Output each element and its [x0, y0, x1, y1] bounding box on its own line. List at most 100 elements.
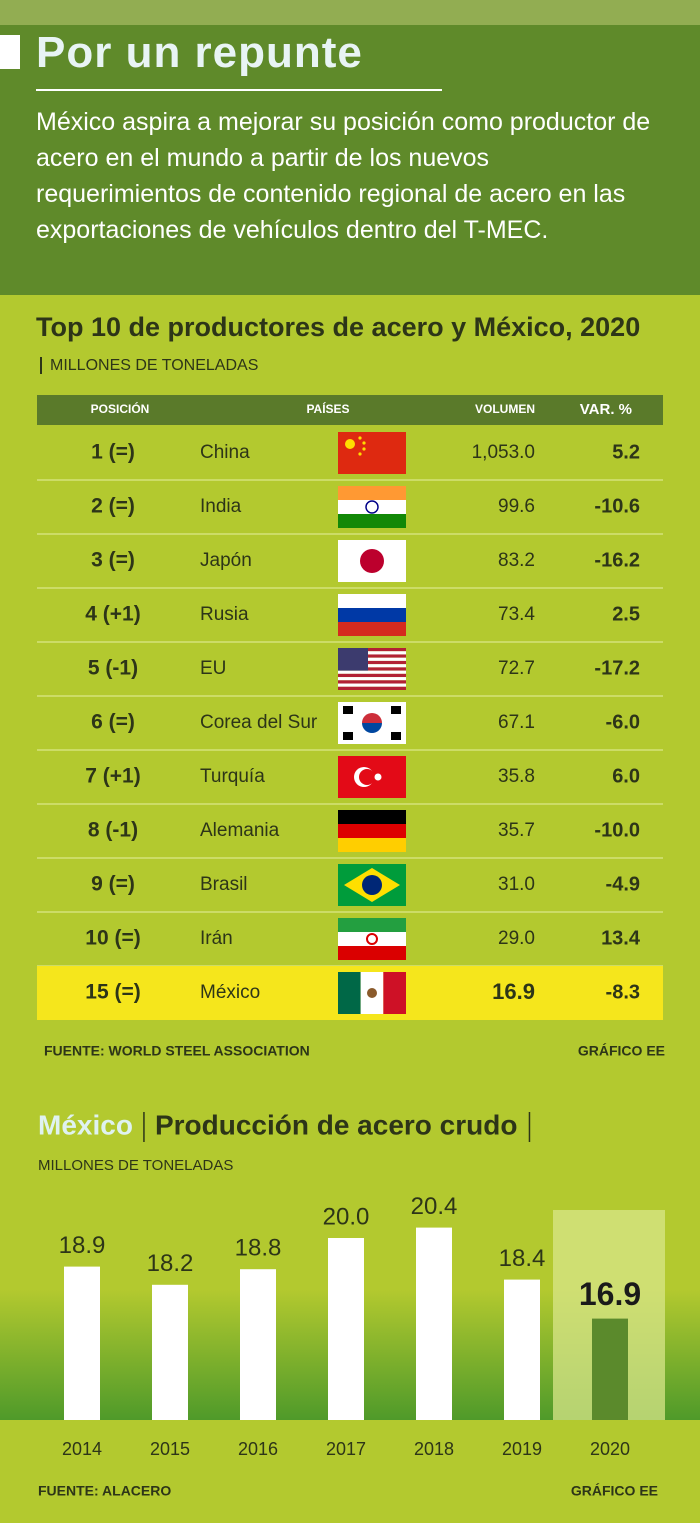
- credit: GRÁFICO EE: [578, 1043, 665, 1059]
- flag-part: [391, 732, 401, 740]
- flag-part: [362, 713, 382, 723]
- value-label: 18.4: [499, 1245, 546, 1272]
- flag-part: [338, 918, 406, 932]
- table-title-block: Top 10 de productores de acero y México,…: [36, 310, 646, 383]
- volume: 29.0: [498, 928, 535, 949]
- chart-location: México: [38, 1109, 133, 1140]
- table-header: [37, 395, 663, 425]
- volume: 31.0: [498, 874, 535, 895]
- variation: 6.0: [612, 765, 640, 787]
- volume: 16.9: [492, 979, 535, 1004]
- volume: 67.1: [498, 712, 535, 733]
- flag-part: [365, 500, 379, 514]
- flag-part: [338, 660, 406, 665]
- volume: 1,053.0: [472, 442, 535, 463]
- flag: [338, 702, 406, 744]
- flag-part: [374, 773, 382, 781]
- value-label: 20.0: [323, 1203, 370, 1230]
- flag-part: [343, 732, 353, 740]
- value-label: 18.8: [235, 1235, 282, 1262]
- flag-part: [338, 514, 406, 528]
- flag-part: [338, 810, 406, 824]
- flag-part: [338, 683, 406, 687]
- bar: [504, 1279, 540, 1420]
- volume: 35.8: [498, 766, 535, 787]
- flag-part: [338, 648, 406, 652]
- value-label: 18.2: [147, 1250, 194, 1277]
- position: 8 (-1): [88, 819, 138, 842]
- variation: -10.0: [594, 819, 640, 841]
- flag-part: [383, 972, 406, 1014]
- x-tick-label: 2015: [150, 1439, 190, 1459]
- flag-part: [362, 875, 382, 895]
- flag-part: [338, 654, 406, 658]
- variation: 13.4: [601, 927, 641, 949]
- value-label: 16.9: [579, 1276, 641, 1312]
- position: 5 (-1): [88, 657, 138, 680]
- x-tick-label: 2019: [502, 1439, 542, 1459]
- country: China: [200, 442, 250, 463]
- column-header: PAÍSES: [306, 401, 349, 416]
- variation: -16.2: [594, 549, 640, 571]
- flag-part: [338, 838, 406, 852]
- flag-part: [338, 680, 406, 684]
- flag-part: [338, 932, 406, 946]
- flag-part: [338, 824, 406, 838]
- variation: -4.9: [606, 873, 640, 895]
- table-units: MILLONES DE TONELADAS: [40, 357, 259, 374]
- flag-part: [362, 447, 366, 451]
- variation: -10.6: [594, 495, 640, 517]
- flag-part: [391, 706, 401, 714]
- country: Irán: [200, 928, 233, 949]
- flag-part: [338, 657, 406, 661]
- x-tick-label: 2017: [326, 1439, 366, 1459]
- country: Alemania: [200, 820, 280, 841]
- flag-part: [338, 651, 406, 655]
- flag-part: [338, 608, 406, 622]
- flag-part: [338, 432, 406, 474]
- country: Rusia: [200, 604, 249, 625]
- flag-part: [338, 500, 406, 514]
- bar-chart: México Producción de acero crudo MILLONES …: [38, 1109, 658, 1498]
- position: 3 (=): [91, 549, 135, 572]
- flag: [338, 864, 406, 906]
- country: India: [200, 496, 242, 517]
- x-tick-label: 2016: [238, 1439, 278, 1459]
- marker: [0, 35, 20, 69]
- flag-part: [359, 769, 375, 785]
- chart-title: Producción de acero crudo: [155, 1109, 518, 1140]
- variation: -6.0: [606, 711, 640, 733]
- flag: [338, 756, 406, 798]
- flag-part: [358, 452, 362, 456]
- credit: GRÁFICO EE: [571, 1483, 658, 1499]
- x-tick-label: 2020: [590, 1439, 630, 1459]
- flag-part: [338, 972, 361, 1014]
- country: Brasil: [200, 874, 248, 895]
- x-tick-label: 2014: [62, 1439, 102, 1459]
- column-header: POSICIÓN: [91, 401, 150, 416]
- source: FUENTE: ALACERO: [38, 1483, 171, 1499]
- volume: 99.6: [498, 496, 535, 517]
- volume: 73.4: [498, 604, 535, 625]
- flag-part: [367, 988, 377, 998]
- flag-part: [338, 667, 406, 671]
- country: Turquía: [200, 766, 265, 787]
- flag: [338, 918, 406, 960]
- bar: [416, 1227, 452, 1420]
- variation: 2.5: [612, 603, 640, 625]
- position: 4 (+1): [85, 603, 140, 626]
- position: 2 (=): [91, 495, 135, 518]
- variation: 5.2: [612, 441, 640, 463]
- flag: [338, 648, 406, 690]
- variation: -17.2: [594, 657, 640, 679]
- country: EU: [200, 658, 226, 679]
- title: Por un repunte: [36, 28, 363, 77]
- table: POSICIÓN PAÍSES VOLUMEN VAR. % 1 (=) China 1,0…: [37, 401, 665, 1059]
- country: Corea del Sur: [200, 712, 318, 733]
- flag-part: [338, 664, 406, 668]
- volume: 35.7: [498, 820, 535, 841]
- volume: 72.7: [498, 658, 535, 679]
- flag-part: [338, 622, 406, 636]
